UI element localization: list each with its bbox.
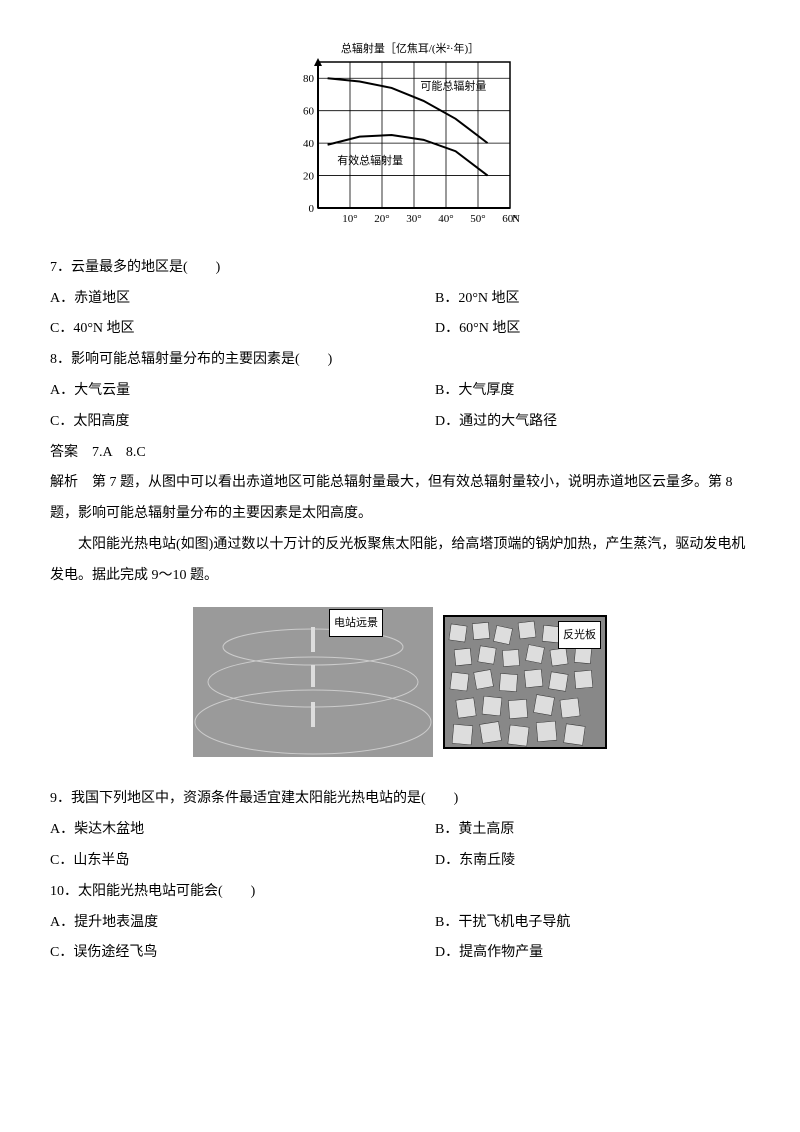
q10-option-a: A．提升地表温度 xyxy=(50,908,435,939)
svg-text:0: 0 xyxy=(309,203,315,215)
q9-option-d: D．东南丘陵 xyxy=(435,846,750,877)
radiation-chart: 总辐射量［亿焦耳/(米²·年)］ 0 20 40 60 80 10° 20° 30° 40° 50°… xyxy=(50,40,750,243)
svg-text:可能总辐射量: 可能总辐射量 xyxy=(420,79,486,93)
svg-text:40: 40 xyxy=(303,138,315,150)
q10-option-b: B．干扰飞机电子导航 xyxy=(435,908,750,939)
q7-option-d: D．60°N 地区 xyxy=(435,314,750,345)
q8-option-d: D．通过的大气路径 xyxy=(435,407,750,438)
svg-text:N: N xyxy=(512,213,520,225)
photo-figure: 电站远景 xyxy=(50,607,750,770)
q8-option-c: C．太阳高度 xyxy=(50,407,435,438)
q9-option-a: A．柴达木盆地 xyxy=(50,815,435,846)
photo-panel: 反光板 xyxy=(443,615,607,749)
q10-option-c: C．误伤途经飞鸟 xyxy=(50,938,435,969)
svg-text:30°: 30° xyxy=(406,213,421,225)
svg-text:20: 20 xyxy=(303,171,315,183)
photo-panel-label: 反光板 xyxy=(558,621,601,649)
photo-station-label: 电站远景 xyxy=(329,609,383,637)
svg-text:50°: 50° xyxy=(470,213,485,225)
q10-text: 10．太阳能光热电站可能会( ) xyxy=(50,877,750,908)
answer-7-8: 答案 7.A 8.C xyxy=(50,438,750,469)
intro-9-10: 太阳能光热电站(如图)通过数以十万计的反光板聚焦太阳能，给高塔顶端的锅炉加热，产… xyxy=(50,530,750,592)
q7-option-b: B．20°N 地区 xyxy=(435,284,750,315)
q7-option-a: A．赤道地区 xyxy=(50,284,435,315)
svg-text:10°: 10° xyxy=(342,213,357,225)
chart-svg: 总辐射量［亿焦耳/(米²·年)］ 0 20 40 60 80 10° 20° 30° 40° 50°… xyxy=(280,40,520,230)
q8-option-a: A．大气云量 xyxy=(50,376,435,407)
q7-option-c: C．40°N 地区 xyxy=(50,314,435,345)
q10-option-d: D．提高作物产量 xyxy=(435,938,750,969)
analysis-7-8: 解析 第 7 题，从图中可以看出赤道地区可能总辐射量最大，但有效总辐射量较小，说… xyxy=(50,468,750,530)
photo-station: 电站远景 xyxy=(193,607,433,757)
q9-option-b: B．黄土高原 xyxy=(435,815,750,846)
q7-text: 7．云量最多的地区是( ) xyxy=(50,253,750,284)
svg-text:20°: 20° xyxy=(374,213,389,225)
svg-text:40°: 40° xyxy=(438,213,453,225)
svg-text:60: 60 xyxy=(303,106,315,118)
q8-option-b: B．大气厚度 xyxy=(435,376,750,407)
svg-text:总辐射量［亿焦耳/(米²·年)］: 总辐射量［亿焦耳/(米²·年)］ xyxy=(341,41,479,55)
q9-option-c: C．山东半岛 xyxy=(50,846,435,877)
svg-text:有效总辐射量: 有效总辐射量 xyxy=(337,153,403,167)
q9-text: 9．我国下列地区中，资源条件最适宜建太阳能光热电站的是( ) xyxy=(50,784,750,815)
svg-text:80: 80 xyxy=(303,73,315,85)
q8-text: 8．影响可能总辐射量分布的主要因素是( ) xyxy=(50,345,750,376)
